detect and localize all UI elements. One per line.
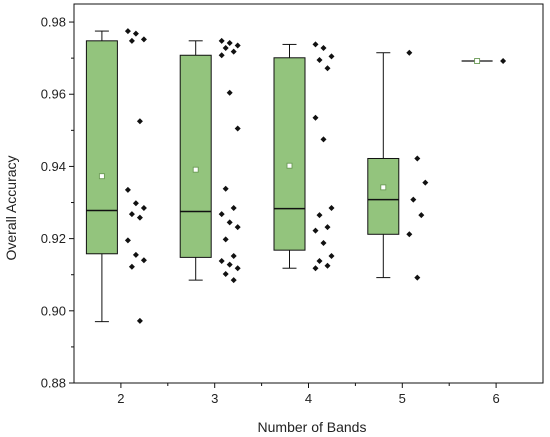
data-point	[230, 48, 237, 55]
box-iqr	[85, 40, 118, 255]
data-point	[320, 45, 327, 52]
data-point	[140, 204, 147, 211]
y-tick-label: 0.96	[41, 87, 66, 102]
data-point	[406, 49, 413, 56]
data-point	[132, 200, 139, 207]
data-point	[124, 186, 131, 193]
y-axis-title: Overall Accuracy	[3, 155, 19, 260]
data-point	[226, 89, 233, 96]
data-point	[328, 252, 335, 259]
data-point	[222, 185, 229, 192]
data-point	[124, 28, 131, 35]
data-point	[132, 251, 139, 258]
data-point	[324, 262, 331, 269]
y-tick-label: 0.90	[41, 303, 66, 318]
data-point	[230, 252, 237, 259]
data-point	[124, 237, 131, 244]
data-point	[132, 30, 139, 37]
box-iqr	[273, 57, 306, 251]
data-point	[218, 52, 225, 59]
x-tick-label: 2	[117, 391, 124, 406]
y-tick-label: 0.88	[41, 376, 66, 391]
mean-marker	[286, 162, 293, 169]
data-point	[328, 53, 335, 60]
box-iqr	[367, 157, 400, 235]
data-point	[324, 65, 331, 72]
data-point	[406, 231, 413, 238]
data-point	[222, 270, 229, 277]
data-point	[312, 265, 319, 272]
y-tick-label: 0.98	[41, 15, 66, 30]
data-point	[222, 45, 229, 52]
x-tick-label: 6	[492, 391, 499, 406]
x-axis: 2 3 4 5 6	[117, 383, 500, 406]
data-point	[218, 211, 225, 218]
mean-marker	[380, 184, 387, 191]
data-point	[128, 37, 135, 44]
y-tick-label: 0.92	[41, 231, 66, 246]
data-point	[128, 211, 135, 218]
data-point	[218, 257, 225, 264]
data-point	[234, 42, 241, 49]
point-series	[124, 28, 507, 324]
data-point	[418, 212, 425, 219]
data-point	[230, 204, 237, 211]
data-point	[226, 219, 233, 226]
y-axis: 0.88 0.90 0.92 0.94 0.96 0.98	[41, 15, 74, 391]
data-point	[226, 261, 233, 268]
data-point	[312, 227, 319, 234]
data-point	[328, 204, 335, 211]
data-point	[136, 214, 143, 221]
data-point	[316, 257, 323, 264]
data-point	[222, 236, 229, 243]
data-point	[234, 265, 241, 272]
data-point	[320, 239, 327, 246]
data-point	[410, 196, 417, 203]
mean-marker	[474, 58, 481, 64]
mean-marker	[98, 173, 105, 180]
data-point	[500, 58, 507, 65]
data-point	[414, 274, 421, 281]
x-tick-label: 3	[211, 391, 218, 406]
y-tick-label: 0.94	[41, 159, 66, 174]
data-point	[414, 155, 421, 162]
data-point	[312, 41, 319, 48]
mean-marker	[192, 166, 199, 173]
data-point	[140, 36, 147, 43]
data-point	[226, 39, 233, 46]
data-point	[136, 118, 143, 125]
data-point	[316, 212, 323, 219]
data-point	[128, 263, 135, 270]
data-point	[230, 277, 237, 284]
x-axis-title: Number of Bands	[258, 419, 367, 435]
data-point	[218, 37, 225, 44]
data-point	[234, 125, 241, 132]
x-tick-label: 5	[399, 391, 406, 406]
x-tick-label: 4	[305, 391, 312, 406]
data-point	[422, 179, 429, 186]
data-point	[320, 136, 327, 143]
box-series	[85, 30, 493, 323]
data-point	[234, 224, 241, 231]
box-iqr	[179, 54, 212, 258]
data-point	[136, 317, 143, 324]
data-point	[312, 114, 319, 121]
data-point	[140, 257, 147, 264]
data-point	[316, 56, 323, 63]
data-point	[324, 224, 331, 231]
